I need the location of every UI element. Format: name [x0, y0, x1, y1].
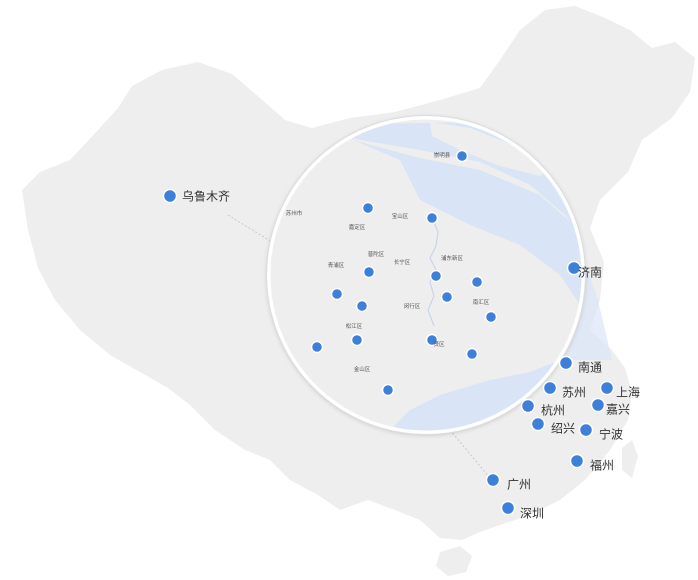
city-marker[interactable] — [590, 397, 606, 413]
taiwan-island — [622, 440, 638, 478]
district-marker[interactable] — [381, 383, 395, 397]
city-marker[interactable] — [485, 472, 501, 488]
district-marker[interactable] — [350, 333, 364, 347]
city-marker[interactable] — [599, 380, 615, 396]
city-label: 上海 — [616, 385, 640, 400]
city-label: 深圳 — [520, 507, 544, 521]
district-marker[interactable] — [484, 310, 498, 324]
city-marker[interactable] — [520, 398, 536, 414]
city-marker[interactable] — [569, 453, 585, 469]
district-label: 南汇区 — [473, 298, 490, 306]
city-marker[interactable] — [542, 380, 558, 396]
district-label: 普陀区 — [368, 250, 385, 258]
district-marker[interactable] — [429, 269, 443, 283]
district-marker[interactable] — [355, 299, 369, 313]
city-label: 广州 — [507, 478, 531, 492]
connector-line — [227, 214, 273, 243]
city-marker[interactable] — [530, 416, 546, 432]
city-label: 杭州 — [541, 403, 565, 418]
district-marker[interactable] — [310, 340, 324, 354]
district-marker[interactable] — [455, 149, 469, 163]
district-label: 苏州市 — [286, 209, 303, 217]
district-marker[interactable] — [465, 347, 479, 361]
district-marker[interactable] — [330, 287, 344, 301]
district-label: 松江区 — [346, 322, 363, 330]
district-marker[interactable] — [362, 265, 376, 279]
district-label: 金山区 — [354, 365, 371, 373]
city-label: 苏州 — [562, 386, 586, 400]
district-marker[interactable] — [425, 211, 439, 225]
city-label: 嘉兴 — [606, 403, 630, 417]
city-marker[interactable] — [162, 188, 178, 204]
city-marker[interactable] — [566, 260, 582, 276]
district-label: 闵行区 — [404, 302, 421, 310]
district-marker[interactable] — [440, 290, 454, 304]
connector-line — [449, 429, 491, 479]
district-marker[interactable] — [425, 333, 439, 347]
district-label: 长宁区 — [394, 258, 411, 266]
city-label: 宁波 — [599, 427, 623, 442]
city-label: 绍兴 — [551, 422, 575, 436]
city-label: 乌鲁木齐 — [182, 189, 230, 204]
district-marker[interactable] — [470, 275, 484, 289]
city-marker[interactable] — [500, 500, 516, 516]
city-label: 济南 — [578, 265, 602, 280]
district-label: 浦东新区 — [441, 254, 464, 262]
district-label: 贤区 — [433, 340, 445, 348]
city-marker[interactable] — [578, 422, 594, 438]
city-marker[interactable] — [558, 355, 574, 371]
district-label: 宝山区 — [392, 212, 409, 220]
city-label: 南通 — [578, 360, 602, 375]
city-label: 福州 — [590, 458, 614, 473]
hainan-island — [436, 546, 472, 576]
district-label: 嘉定区 — [349, 223, 366, 231]
district-label: 青浦区 — [328, 261, 345, 269]
district-label: 崇明县 — [434, 152, 451, 159]
district-marker[interactable] — [361, 201, 375, 215]
